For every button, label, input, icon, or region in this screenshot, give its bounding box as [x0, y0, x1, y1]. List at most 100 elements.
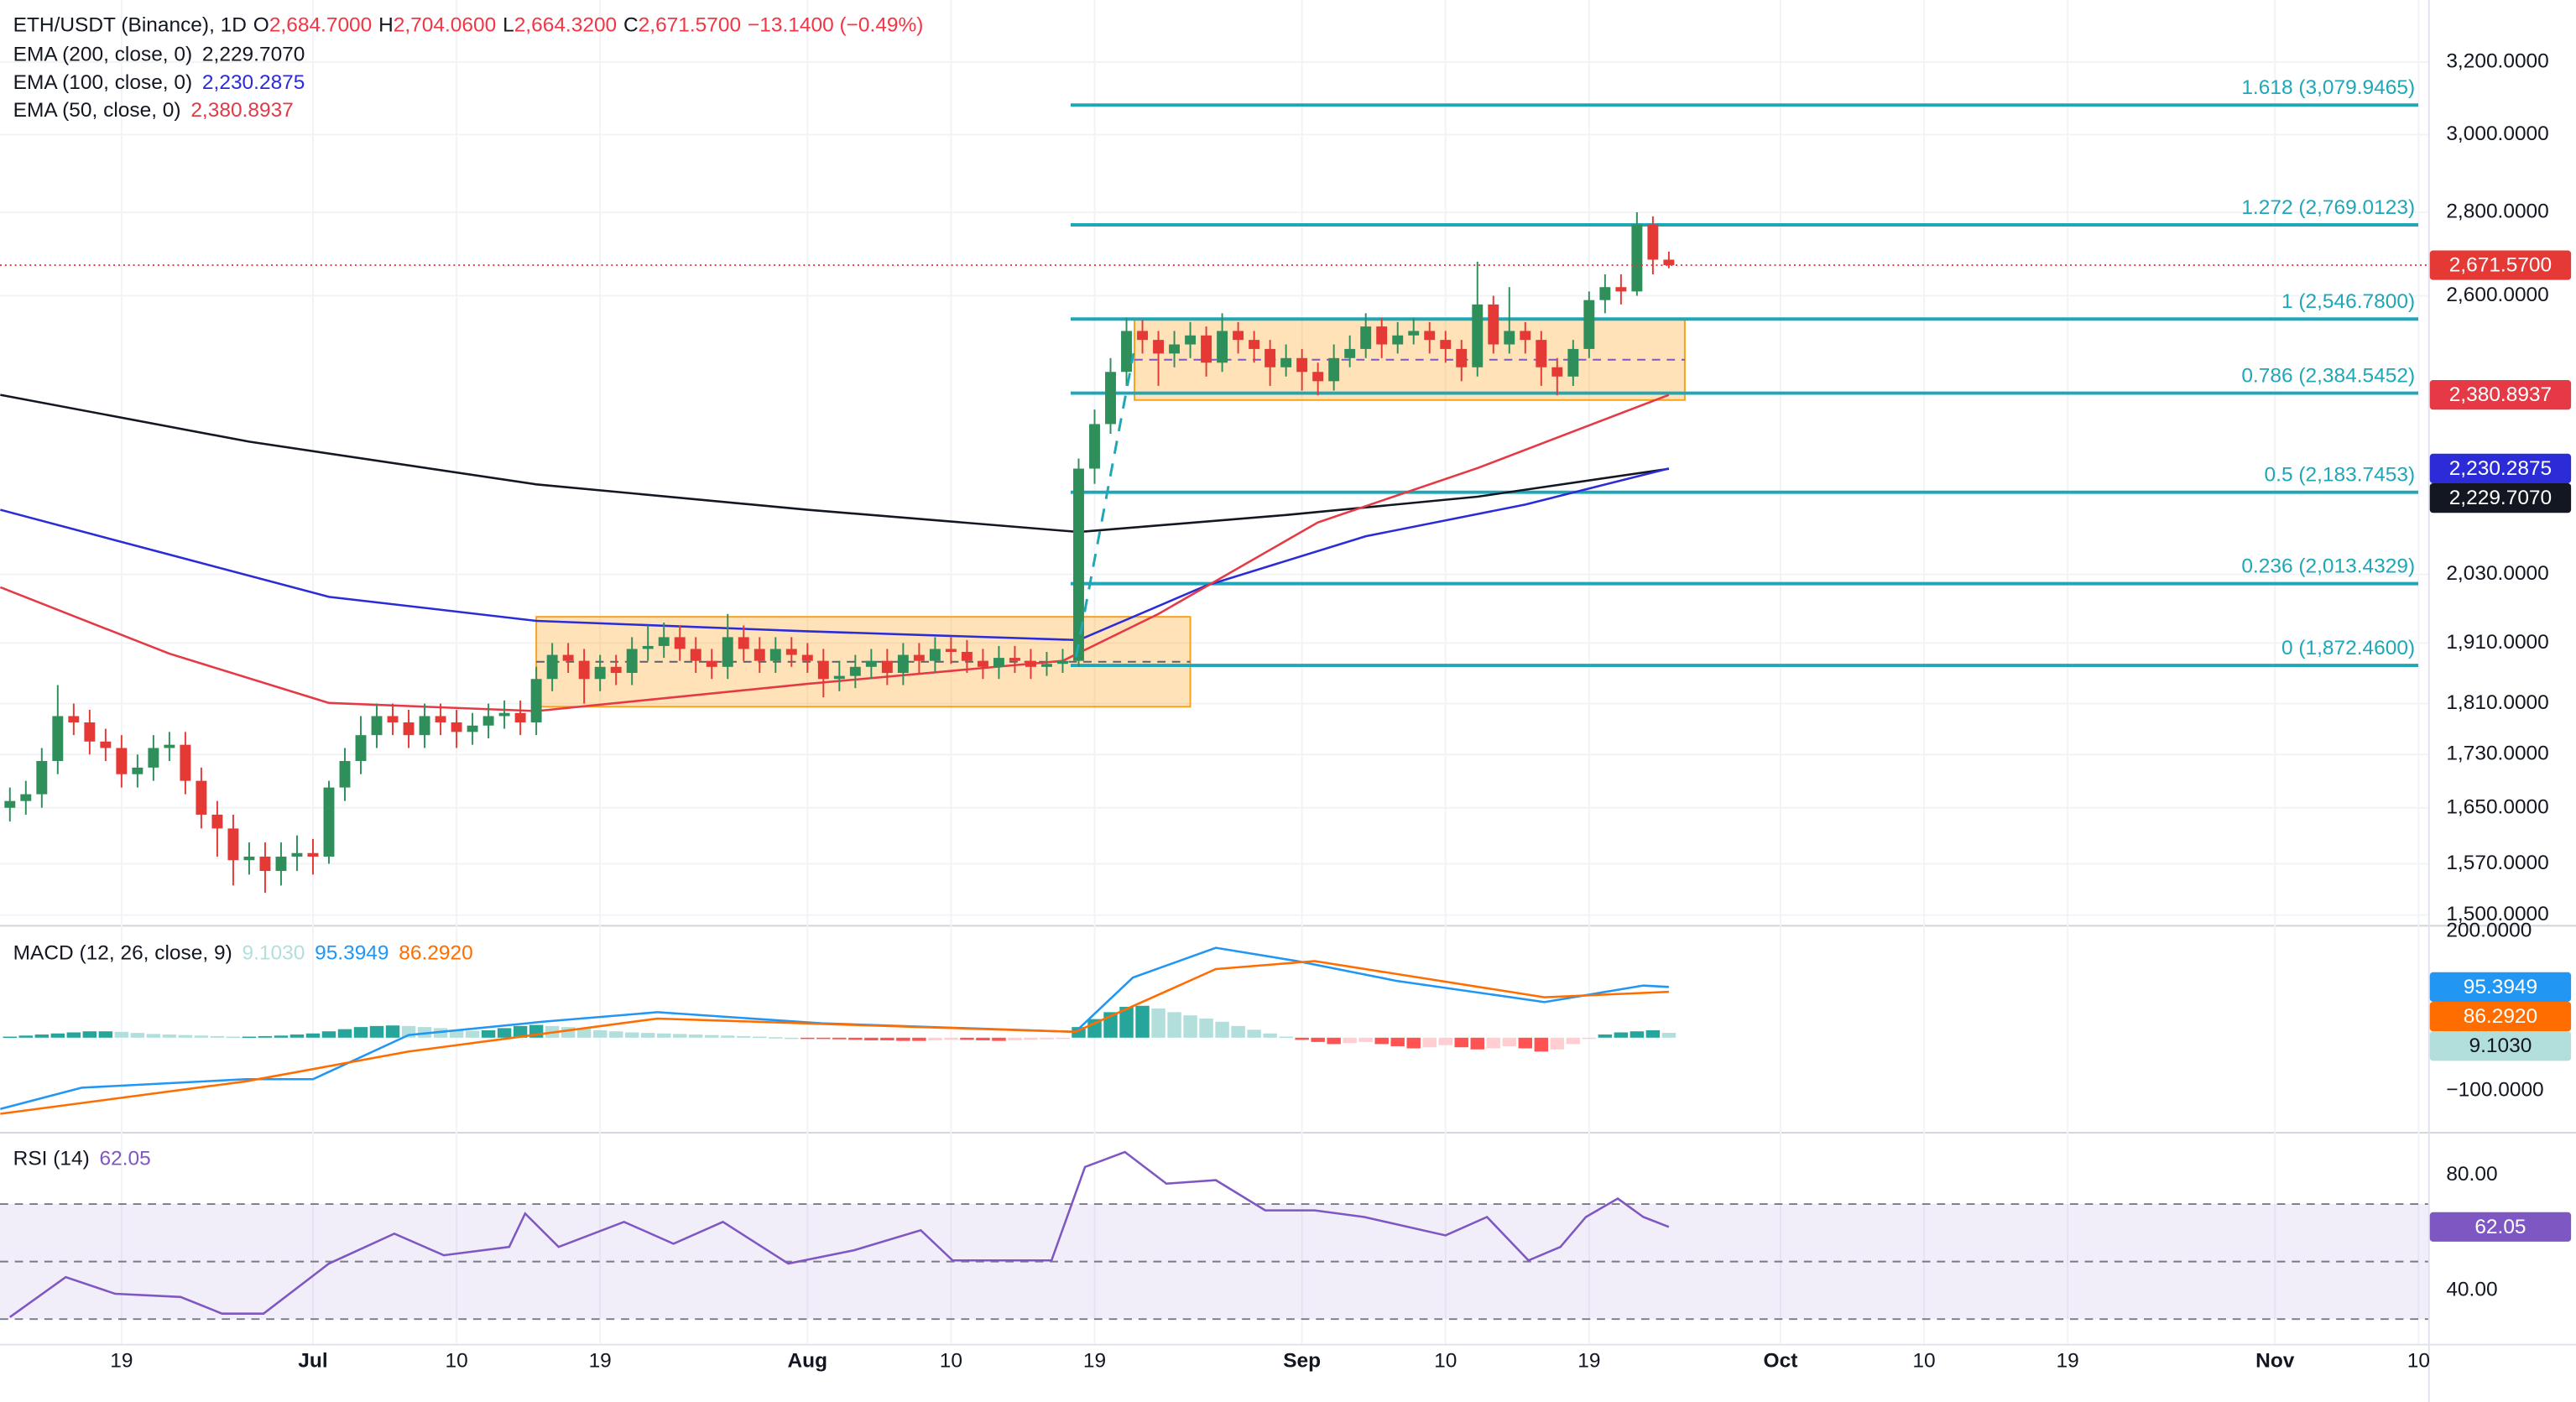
macd-histogram-bar: [497, 1028, 512, 1038]
macd-histogram-bar: [1279, 1036, 1293, 1039]
macd-histogram-bar: [34, 1035, 50, 1038]
candle-body: [690, 649, 701, 661]
candle-body: [1201, 335, 1212, 363]
macd-histogram-bar: [481, 1029, 496, 1038]
macd-histogram-bar: [321, 1031, 336, 1038]
quote-change: −13.1400 (−0.49%): [748, 14, 924, 37]
ema-name: EMA (50, close, 0): [13, 100, 181, 122]
x-tick-label: 10: [940, 1350, 962, 1373]
candle-body: [148, 748, 159, 768]
candle-body: [514, 712, 526, 723]
candle-body: [1169, 344, 1181, 354]
x-tick-label: 19: [1577, 1350, 1600, 1373]
candle-body: [1296, 357, 1308, 373]
candle-body: [738, 637, 749, 649]
candle-body: [1025, 660, 1036, 667]
candle-body: [801, 654, 813, 661]
candle-body: [196, 780, 207, 815]
candle-body: [451, 722, 462, 732]
macd-histogram-bar: [353, 1027, 368, 1038]
macd-histogram-bar: [1598, 1035, 1613, 1038]
candle-body: [913, 654, 925, 661]
x-tick-label: 19: [589, 1350, 612, 1373]
y-tick-label: 200.0000: [2446, 919, 2532, 941]
candle-body: [1185, 335, 1197, 345]
candle-body: [1344, 348, 1356, 358]
y-tick-label: 3,000.0000: [2446, 122, 2548, 145]
last-price-badge: 2,671.5700: [2449, 254, 2552, 277]
macd-histogram-bar: [1040, 1037, 1054, 1040]
y-tick-label: 1,500.0000: [2446, 903, 2548, 925]
macd-histogram-bar: [1630, 1031, 1645, 1038]
candle-body: [1280, 357, 1292, 367]
macd-histogram-bar: [1614, 1032, 1629, 1038]
macd-badge: 95.3949: [2464, 976, 2537, 998]
macd-histogram-bar: [561, 1027, 576, 1038]
macd-histogram-bar: [832, 1037, 847, 1040]
candle-body: [1312, 372, 1324, 382]
candle-body: [1089, 424, 1100, 469]
fib-label: 0.5 (2,183.7453): [2265, 464, 2416, 487]
quote-value: 2,664.3200: [514, 14, 617, 37]
macd-histogram-bar: [1422, 1037, 1437, 1048]
fib-label: 0.236 (2,013.4329): [2241, 555, 2415, 578]
candle-body: [1041, 664, 1052, 667]
macd-histogram-bar: [640, 1033, 655, 1038]
candle-body: [1520, 331, 1531, 341]
macd-histogram-bar: [1358, 1037, 1373, 1042]
macd-histogram-bar: [624, 1032, 639, 1038]
candle-body: [100, 741, 112, 748]
macd-histogram-bar: [673, 1034, 687, 1038]
ema-badge-bg: [2429, 453, 2572, 483]
candle-body: [1456, 348, 1468, 367]
macd-value: 95.3949: [315, 942, 388, 965]
candle-body: [323, 787, 335, 857]
macd-histogram-bar: [928, 1037, 942, 1040]
fib-label: 0.786 (2,384.5452): [2241, 364, 2415, 387]
macd-histogram-bar: [816, 1037, 831, 1040]
candle-body: [1567, 348, 1579, 377]
candle-body: [1153, 340, 1165, 354]
macd-histogram-bar: [3, 1036, 18, 1039]
macd-histogram-bar: [1231, 1025, 1245, 1038]
y-tick-label: 40.00: [2446, 1278, 2497, 1300]
macd-histogram-bar: [1151, 1008, 1165, 1038]
macd-histogram-bar: [242, 1036, 257, 1039]
macd-histogram-bar: [1295, 1037, 1309, 1040]
x-tick-label: Oct: [1764, 1350, 1798, 1373]
chart-header: ETH/USDT (Binance), 1D O2,684.7000 H2,704.…: [13, 14, 924, 37]
candle-body: [68, 716, 80, 723]
candle-body: [435, 716, 446, 723]
macd-histogram-bar: [1502, 1037, 1517, 1046]
macd-histogram-bar: [1183, 1015, 1197, 1038]
macd-histogram-bar: [50, 1033, 65, 1038]
macd-histogram-bar: [785, 1037, 799, 1040]
ema-value: 2,230.2875: [202, 71, 305, 94]
macd-histogram-bar: [1518, 1037, 1533, 1049]
candle-body: [1105, 372, 1116, 425]
chart-title: ETH/USDT (Binance), 1D: [13, 14, 247, 37]
macd-histogram-bar: [1661, 1033, 1676, 1038]
macd-histogram-bar: [1343, 1037, 1357, 1044]
macd-histogram-bar: [896, 1037, 910, 1041]
ema-value: 2,229.7070: [202, 44, 305, 66]
ema-name: EMA (200, close, 0): [13, 44, 193, 66]
macd-histogram-bar: [976, 1037, 990, 1040]
macd-histogram-bar: [1390, 1037, 1405, 1046]
candle-body: [1583, 300, 1595, 349]
fib-label: 1.272 (2,769.0123): [2241, 196, 2415, 219]
macd-histogram-bar: [880, 1037, 894, 1040]
macd-histogram-bar: [1534, 1037, 1549, 1052]
candle-body: [769, 649, 781, 661]
macd-histogram-bar: [194, 1035, 209, 1038]
quote-label: H: [378, 14, 394, 37]
macd-histogram-bar: [944, 1037, 958, 1040]
macd-histogram-bar: [178, 1035, 193, 1038]
candle-body: [1615, 287, 1627, 292]
candle-body: [945, 649, 957, 652]
candle-body: [722, 637, 733, 667]
y-tick-label: 1,650.0000: [2446, 795, 2548, 818]
candle-body: [339, 761, 351, 788]
